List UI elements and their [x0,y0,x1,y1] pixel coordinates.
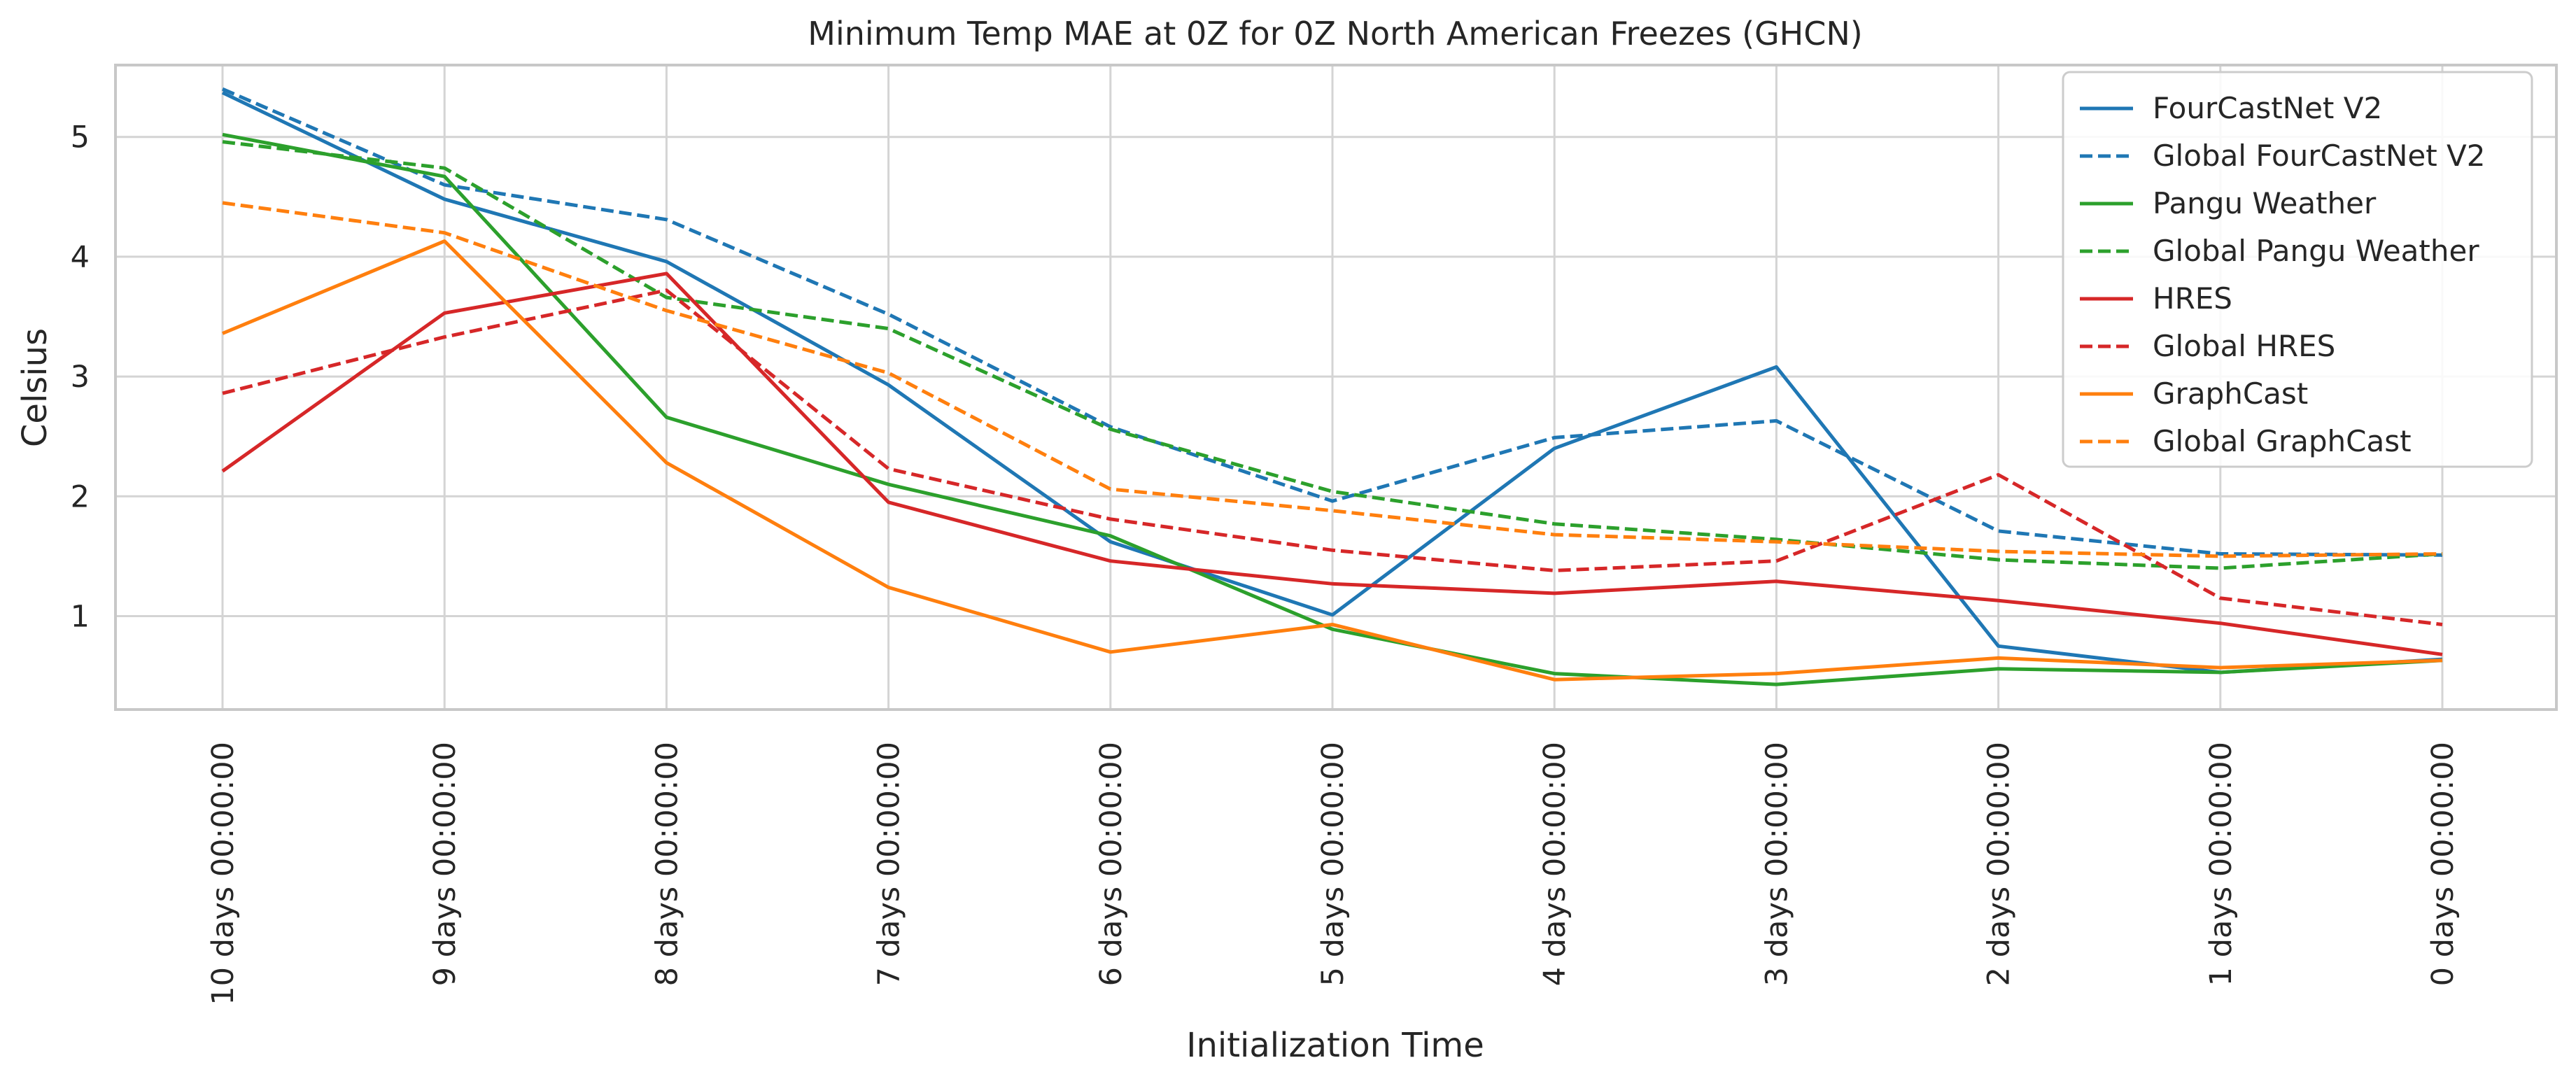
legend-label: Pangu Weather [2153,186,2377,220]
legend-box [2062,71,2533,468]
legend-label: Global Pangu Weather [2153,234,2479,268]
legend-label: Global GraphCast [2153,424,2412,458]
y-tick-label: 2 [71,479,90,514]
legend-label: Global FourCastNet V2 [2153,139,2486,173]
x-tick-label: 0 days 00:00:00 [2426,742,2461,986]
series-line [222,239,2443,682]
x-tick-label: 5 days 00:00:00 [1316,742,1351,986]
x-tick-label: 2 days 00:00:00 [1982,742,2017,986]
legend-label: Global HRES [2153,329,2335,363]
x-tick-label: 6 days 00:00:00 [1094,742,1129,986]
legend-label: HRES [2153,281,2232,316]
y-tick-label: 5 [71,120,90,155]
y-axis-label: Celsius [15,328,55,447]
series-lines [221,87,2443,686]
legend-label: GraphCast [2153,376,2308,411]
series-line [222,87,2443,557]
y-tick-label: 3 [71,360,90,395]
x-tick-label: 8 days 00:00:00 [649,742,684,986]
series-line [221,91,2443,675]
x-tick-label: 9 days 00:00:00 [428,742,463,986]
plot-area [114,64,2558,711]
legend-label: FourCastNet V2 [2153,91,2382,125]
y-tick-labels: 1 2 3 4 5 [71,120,90,635]
x-axis-label: Initialization Time [1186,1026,1484,1065]
series-line [222,140,2443,570]
chart-title: Minimum Temp MAE at 0Z for 0Z North Amer… [808,15,1863,52]
x-tick-label: 1 days 00:00:00 [2204,742,2239,986]
series-line [221,272,2443,656]
y-tick-label: 4 [71,240,90,275]
legend: FourCastNet V2 Global FourCastNet V2 Pangu… [2062,71,2533,468]
series-line [222,288,2443,626]
y-tick-label: 1 [71,599,90,634]
x-tick-label: 4 days 00:00:00 [1537,742,1572,986]
x-tick-label: 7 days 00:00:00 [872,742,907,986]
x-tick-labels: 10 days 00:00:00 9 days 00:00:00 8 days 00… [206,742,2461,1006]
x-tick-label: 3 days 00:00:00 [1759,742,1794,986]
series-line [222,132,2443,686]
x-tick-label: 10 days 00:00:00 [206,742,241,1006]
